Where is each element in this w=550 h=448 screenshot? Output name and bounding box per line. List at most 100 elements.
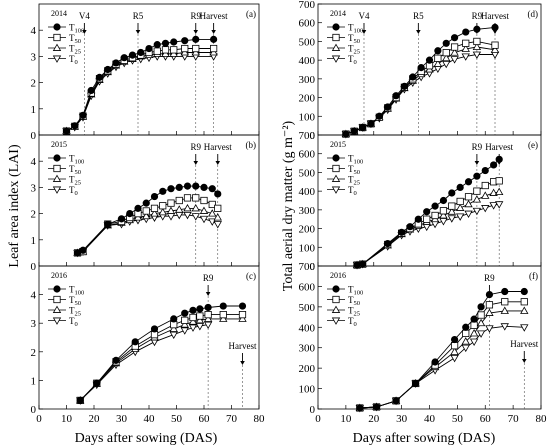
stage-arrowhead [416, 30, 421, 34]
y-tick-label: 1 [31, 235, 37, 247]
year-label: 2015 [51, 140, 67, 149]
panel-letter: (d) [528, 9, 539, 19]
stage-arrowhead [521, 359, 527, 363]
data-point [183, 194, 192, 202]
data-point [455, 213, 465, 221]
stage-label: Harvest [481, 11, 509, 21]
series-line [359, 291, 525, 409]
data-point [166, 213, 176, 221]
data-point [153, 47, 161, 55]
y-tick-label: 100 [299, 384, 316, 396]
data-point [175, 183, 183, 191]
y-tick-label: 700 [299, 0, 316, 11]
data-point [358, 123, 367, 132]
legend-label: T0 [348, 185, 357, 197]
data-point [448, 189, 456, 197]
data-point [142, 199, 150, 207]
data-point [238, 311, 247, 319]
stage-arrowhead [211, 30, 216, 34]
panel-letter: (e) [528, 140, 538, 150]
data-point [476, 330, 486, 338]
y-tick-label: 100 [299, 111, 316, 123]
series-line [359, 301, 525, 409]
legend-marker [331, 55, 341, 63]
data-point [208, 185, 216, 193]
data-point [183, 203, 192, 212]
stage-label: R9 [472, 142, 483, 152]
x-tick-label: 60 [480, 413, 492, 425]
year-label: 2015 [330, 140, 346, 149]
data-point [219, 314, 228, 322]
data-point [375, 112, 383, 120]
data-point [166, 206, 176, 214]
data-point [472, 195, 482, 203]
y-tick-label: 700 [299, 261, 316, 273]
stage-label: R9 [203, 273, 214, 283]
data-point [406, 223, 414, 231]
data-point [199, 206, 209, 214]
data-point [79, 111, 87, 119]
data-point [196, 312, 204, 320]
data-point [189, 313, 197, 322]
data-point [210, 44, 218, 53]
y-tick-label: 400 [299, 186, 316, 198]
x-tick-label: 70 [226, 413, 238, 425]
data-point [477, 303, 485, 311]
data-point [433, 59, 443, 67]
data-point [175, 205, 184, 213]
chart-panel-6: 0 10 20 30 40 50 60 70 80 0 100 200 300 400 500 600 700 (… [299, 261, 548, 425]
data-point [450, 347, 459, 355]
data-point [462, 39, 470, 47]
data-point [470, 321, 478, 329]
data-point [104, 220, 112, 228]
data-point [442, 60, 451, 69]
data-point [131, 338, 139, 346]
stage-arrowhead [82, 30, 87, 34]
stage-label: Harvest [200, 11, 228, 21]
data-point [384, 239, 392, 248]
data-point [442, 39, 450, 47]
data-point [183, 182, 192, 190]
data-point [192, 35, 200, 43]
data-point [501, 298, 509, 306]
data-point [191, 203, 200, 212]
x-tick-label: 60 [199, 413, 211, 425]
data-point [461, 337, 470, 345]
series-line [77, 214, 218, 254]
data-point [214, 204, 222, 212]
data-point [462, 28, 470, 36]
y-tick-label: 600 [299, 149, 316, 161]
data-point [456, 197, 464, 206]
data-point [400, 82, 409, 90]
year-label: 2014 [330, 9, 346, 18]
panel-letter: (b) [246, 140, 257, 150]
stage-label: Harvest [510, 339, 538, 349]
data-point [464, 193, 473, 201]
data-point [472, 207, 482, 216]
data-point [470, 315, 478, 323]
data-point [439, 207, 448, 215]
y-tick-label: 0 [31, 130, 37, 142]
y-tick-label: 100 [299, 242, 316, 254]
data-point [196, 305, 204, 313]
data-point [170, 46, 178, 54]
data-point [490, 51, 500, 59]
legend-marker [331, 43, 341, 51]
series-line [77, 185, 219, 254]
stage-arrowhead [215, 161, 221, 165]
data-point [112, 59, 120, 67]
data-point [219, 311, 227, 319]
x-tick-label: 50 [171, 413, 183, 425]
data-point [342, 130, 350, 138]
panel-letter: (a) [246, 9, 256, 19]
x-tick-label: 80 [536, 413, 548, 425]
y-tick-label: 2 [31, 78, 37, 90]
data-point [485, 301, 494, 309]
legend-label: T0 [69, 316, 78, 328]
stage-label: R5 [413, 11, 424, 21]
data-point [104, 65, 112, 74]
data-point [481, 166, 489, 175]
data-point [472, 51, 482, 59]
data-point [153, 41, 161, 49]
